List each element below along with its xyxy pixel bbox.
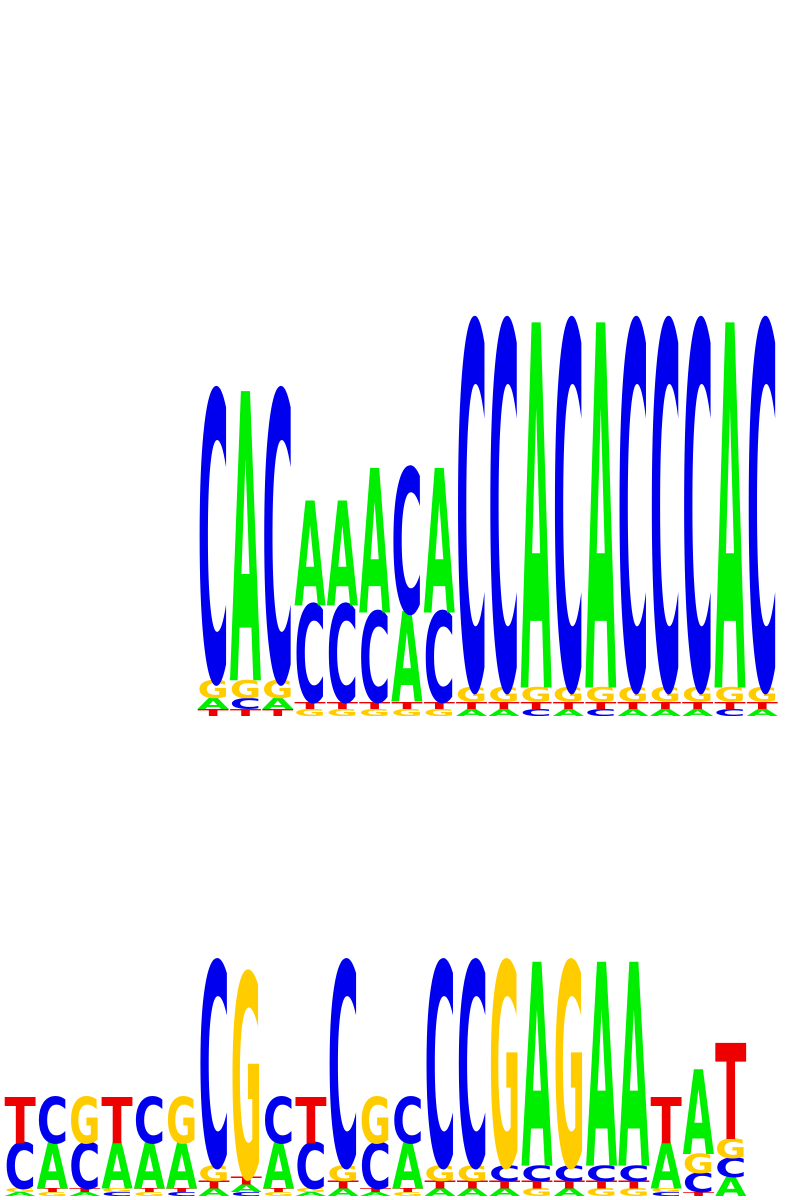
logo-letter-T: T [101,1086,133,1159]
logo-letter-G: G [360,1085,391,1159]
logo-letter-A: A [618,908,649,1200]
logo-column: TAGC [197,312,229,775]
logo-letter-A: A [521,908,552,1200]
logo-column: ATCG [360,1085,392,1200]
logo-column: CGAT [650,1086,682,1200]
logo-letter-C: C [457,907,488,1200]
logo-letter-C: C [198,907,229,1200]
logo-letter-A: A [521,222,553,806]
logo-letter-C: C [134,1084,165,1158]
logo-letter-C: C [488,222,519,805]
logo-column: CTAG [166,1085,198,1200]
logo-letter-A: A [585,222,617,806]
logo-column: GTCA [424,428,456,731]
logo-letter-G: G [231,919,262,1200]
logo-letter-G: G [489,908,520,1200]
logo-letter-G: G [166,1085,197,1159]
logo-column: ATGC [747,222,779,805]
logo-column: TCGA [230,313,262,774]
sequence-logo-lower: AGCTGTACATCGCGATGTACCTAGATGC CATG GTACAGCT… [4,907,747,1200]
logo-letter-A: A [359,428,390,659]
logo-letter-A: A [327,472,358,639]
logo-letter-C: C [424,907,455,1200]
logo-letter-G: G [69,1085,100,1159]
logo-letter-T: T [651,1086,683,1159]
logo-column: GTAC [391,429,423,732]
logo-column: AGCT [295,1086,327,1200]
logo-letter-G: G [554,908,585,1200]
logo-letter-C: C [650,222,681,805]
logo-letter-A: A [230,313,262,774]
logo-letter-A: A [424,428,455,659]
logo-column: ATGC [424,907,456,1200]
logo-letter-C: C [682,222,713,805]
logo-letter-A: A [586,908,617,1200]
logo-letter-A: A [714,222,746,806]
logo-letter-A: A [683,1046,714,1182]
logo-column: ATGC [553,222,585,805]
logo-letter-C: C [197,312,228,775]
logo-letter-C: C [37,1084,68,1158]
logo-letter-C: C [328,907,359,1200]
logo-column: ATGC [457,907,489,1200]
logo-letter-C: C [391,429,422,660]
logo-letter-T: T [715,1017,746,1171]
logo-letter-C: C [392,1084,423,1158]
logo-letter-C: C [262,312,293,775]
logo-letter-C: C [617,222,648,805]
logo-letter-C: C [553,222,584,805]
logo-letter-C: C [263,1084,294,1158]
logo-column: CTGA [714,222,746,806]
logo-letter-T: T [295,1086,327,1159]
logo-letter-C: C [456,222,487,805]
logo-letter-T: T [5,1086,37,1159]
logo-letter-C: C [747,222,778,805]
logo-column: GTAC [263,1084,295,1200]
logo-column: ATCG [554,908,586,1200]
logo-column: ATCG [489,908,521,1200]
logo-column: TAGC [262,312,294,775]
logo-column: CTGA [521,222,553,806]
logo-column: TCGA [683,1046,715,1199]
logo-column: GTAC [392,1084,424,1200]
logo-letter-A: A [294,472,325,639]
